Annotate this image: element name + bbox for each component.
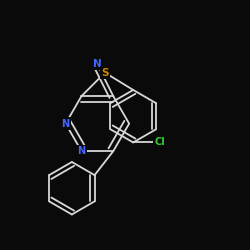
Text: N: N: [93, 59, 102, 69]
Text: N: N: [78, 146, 86, 156]
Text: S: S: [101, 68, 109, 78]
Text: Cl: Cl: [154, 138, 165, 147]
Text: N: N: [62, 118, 70, 128]
